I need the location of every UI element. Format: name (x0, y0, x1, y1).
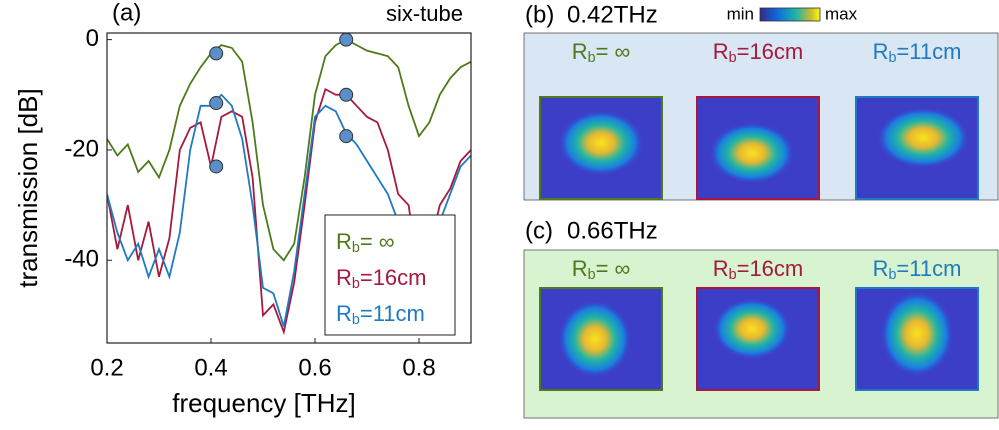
legend-entry: Rb=16cm (336, 265, 427, 292)
image-label: Rb=16cm (713, 256, 804, 283)
marker (210, 97, 223, 110)
panel-frequency: 0.66THz (567, 217, 658, 244)
page: {"chart_data":{"type":"line","panel_labe… (0, 0, 999, 430)
image-label: Rb=11cm (873, 39, 962, 66)
beam-spot (880, 291, 953, 377)
y-tick-label: -40 (64, 246, 99, 273)
figure: (a) six-tube frequency [THz] transmissio… (0, 0, 999, 425)
colorbar (760, 8, 820, 21)
panel-label: (c) (525, 217, 553, 244)
marker (340, 88, 353, 101)
legend-entry: Rb=11cm (336, 301, 425, 328)
x-tick-label: 0.8 (402, 354, 435, 381)
beam-spot (709, 123, 794, 184)
annotation: six-tube (386, 1, 463, 26)
x-axis-label: frequency [THz] (172, 388, 356, 418)
beam-spot (558, 300, 631, 378)
y-axis-label: transmission [dB] (13, 88, 43, 287)
beam-spot (877, 107, 970, 168)
panel-label: (b) (525, 1, 554, 28)
image-label: Rb= ∞ (572, 256, 631, 283)
image-label: Rb= ∞ (572, 39, 631, 66)
image-label: Rb=11cm (873, 256, 962, 283)
y-tick-label: 0 (86, 25, 99, 52)
x-tick-label: 0.2 (90, 354, 123, 381)
colorbar-min: min (727, 4, 754, 23)
legend-entry: Rb= ∞ (336, 229, 395, 256)
marker (210, 47, 223, 60)
image-label: Rb=16cm (713, 39, 804, 66)
colorbar-max: max (825, 4, 858, 23)
x-tick-label: 0.4 (194, 354, 227, 381)
beam-spot (558, 110, 643, 175)
marker (340, 130, 353, 143)
x-tick-label: 0.6 (298, 354, 331, 381)
marker (340, 33, 353, 46)
y-tick-label: -20 (64, 135, 99, 162)
marker (210, 160, 223, 173)
panel-frequency: 0.42THz (567, 1, 658, 28)
beam-spot (713, 298, 791, 359)
panel-label: (a) (112, 0, 141, 26)
